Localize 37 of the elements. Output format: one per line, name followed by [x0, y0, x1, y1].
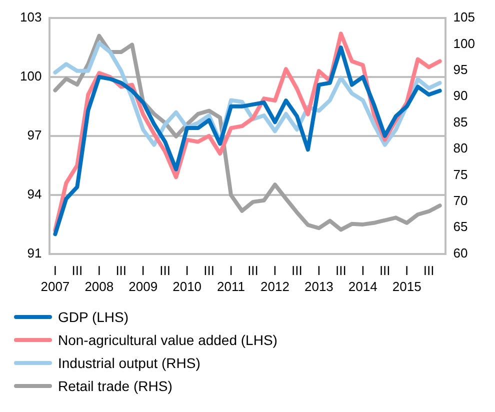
x-tick-label: III	[72, 263, 83, 278]
y2-tick-label: 85	[453, 114, 468, 130]
y2-tick-label: 65	[453, 219, 468, 234]
x-tick-label: III	[292, 263, 302, 278]
x-tick-label: I 2009	[128, 263, 158, 294]
y-tick-label: 97	[27, 127, 42, 142]
legend-label: GDP (LHS)	[58, 308, 129, 324]
x-tick-label: III	[248, 263, 258, 278]
x-tick-label: III	[160, 263, 170, 278]
y-tick-label: 100	[20, 68, 42, 84]
y2-tick-label: 60	[453, 245, 468, 260]
legend-label: Industrial output (RHS)	[58, 354, 200, 370]
legend-label: Retail trade (RHS)	[58, 378, 172, 394]
x-tick-label: III	[204, 263, 214, 278]
x-tick-label: I 2012	[260, 263, 290, 294]
y2-tick-label: 75	[453, 166, 468, 182]
y-tick-label: 103	[20, 10, 42, 25]
x-tick-label: I 2011	[217, 263, 245, 294]
y-tick-label: 94	[27, 186, 42, 202]
x-tick-label: I 2010	[172, 263, 202, 294]
x-tick-label: I 2014	[348, 263, 378, 294]
legend-label: Non-agricultural value added (LHS)	[58, 332, 278, 348]
y2-tick-label: 70	[453, 192, 468, 208]
y-tick-label: 91	[27, 245, 42, 260]
x-tick-label: I 2008	[84, 263, 114, 294]
y2-tick-label: 80	[453, 140, 468, 156]
y2-tick-label: 100	[453, 36, 476, 51]
x-tick-label: III	[335, 263, 346, 278]
y2-tick-label: 90	[453, 88, 468, 104]
y2-tick-label: 95	[453, 62, 468, 77]
x-tick-label: III	[423, 263, 434, 278]
y2-tick-label: 105	[453, 10, 476, 25]
x-tick-label: I 2015	[392, 263, 422, 294]
x-tick-label: I 2013	[304, 263, 334, 294]
x-tick-label: I 2007	[40, 263, 70, 294]
x-tick-label: III	[116, 263, 127, 278]
x-tick-label: III	[379, 263, 390, 278]
